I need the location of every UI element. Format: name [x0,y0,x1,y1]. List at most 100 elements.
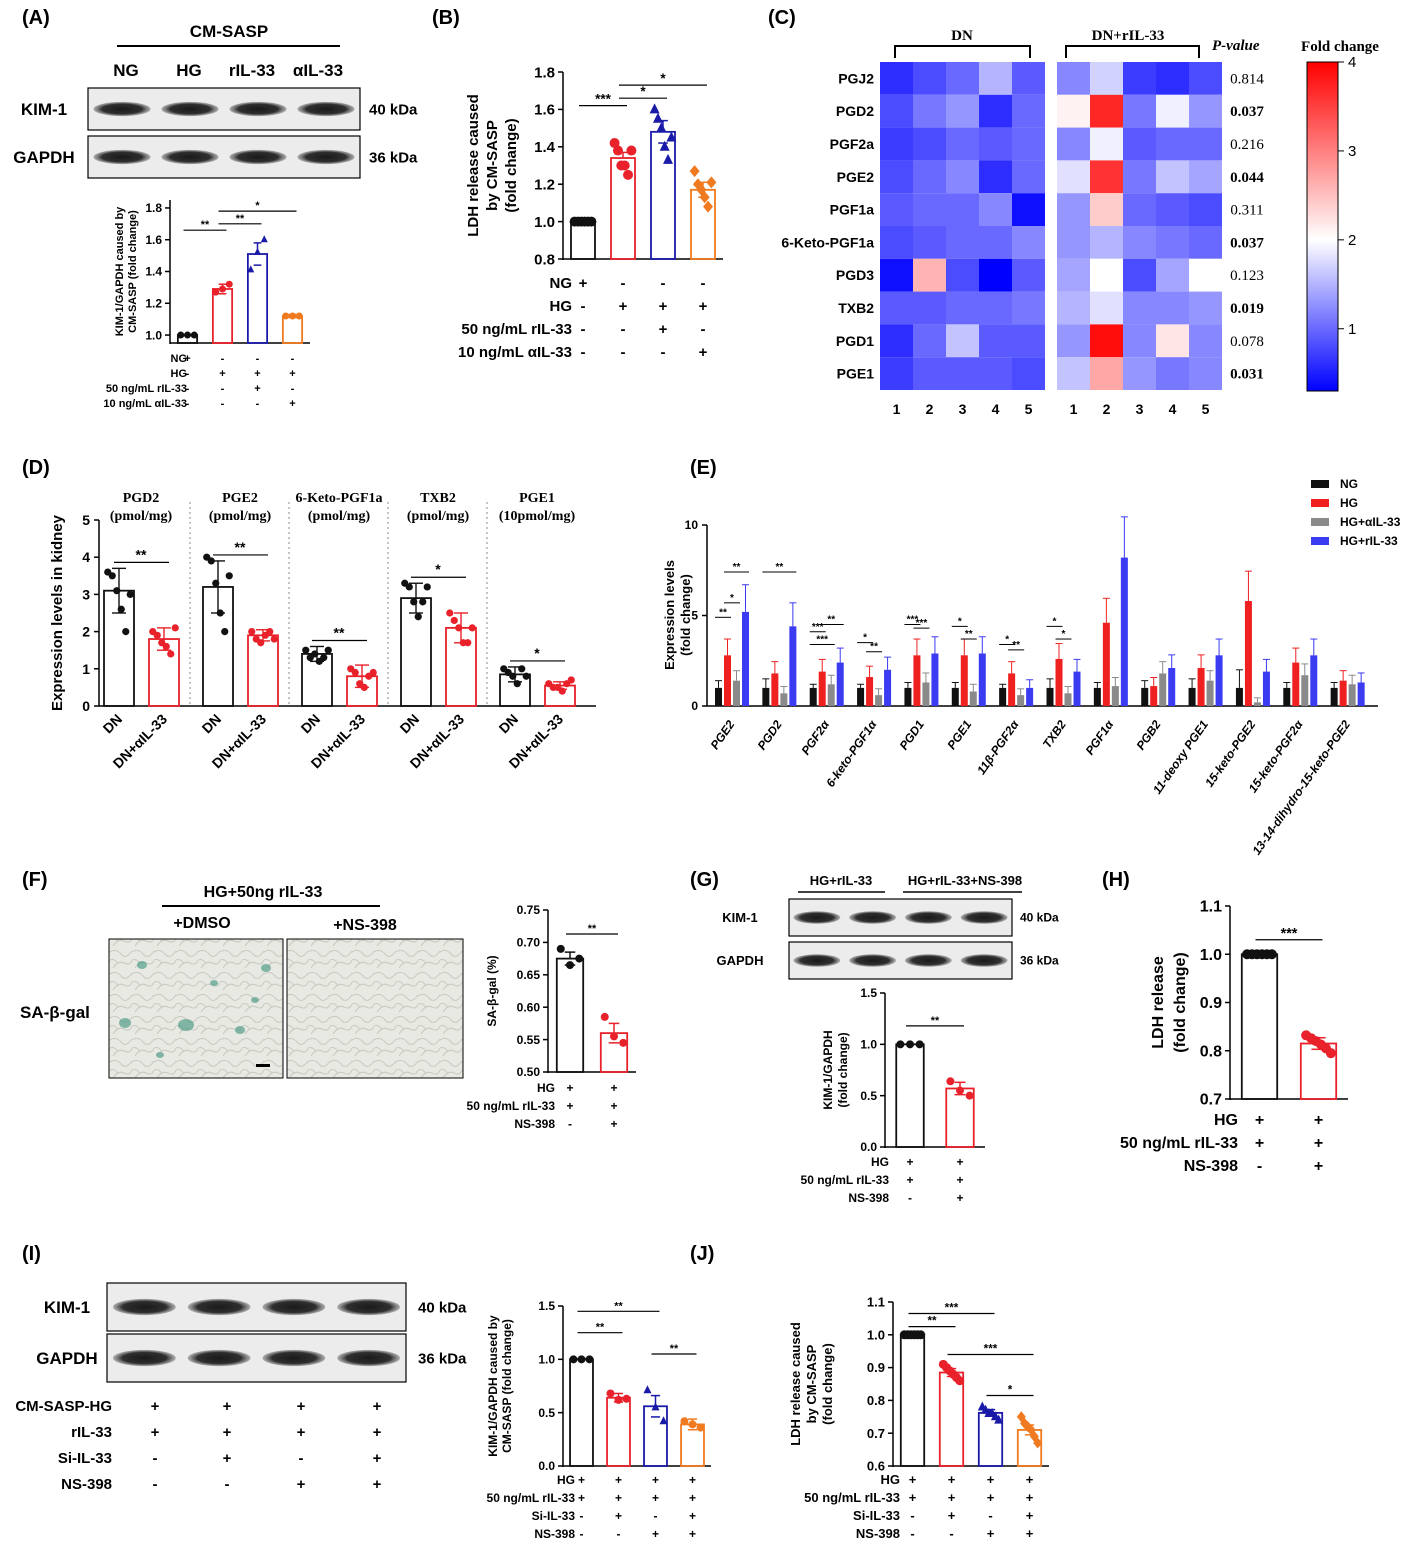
panelB-condition-sign: - [621,321,626,338]
panel-g: (G) HG+rIL-33 HG+rIL-33+NS-398 KIM-1 40 k… [690,869,1059,1205]
panelG-condition-sign: + [956,1173,963,1187]
heatmap-cell [946,258,979,292]
panelA-data-point [184,331,191,339]
panelA-bar [211,288,234,344]
panelG-blot-label: GAPDH [717,953,764,968]
panelB-data-point [706,176,717,189]
heatmap-cell [880,291,913,325]
panel-e-bar [724,655,731,706]
panel-e-bar [978,653,986,706]
panelI-condition-sign: - [580,1509,584,1523]
panelB-sig-label: *** [595,92,612,107]
panelA-condition-sign: - [256,398,260,410]
micrograph-ns398 [286,938,464,1079]
heatmap-column-label: 1 [893,401,901,417]
heatmap-pvalue: 0.123 [1230,268,1264,284]
panel-e-ytick-label: 5 [691,609,698,623]
panel-e-category-label: PGD1 [897,717,927,752]
panelJ-condition-label: HG [881,1472,901,1487]
heatmap-row-label: PGJ2 [838,70,874,86]
panelI-condition-label: NS-398 [534,1527,575,1541]
panelB-condition-sign: - [621,344,626,361]
panel-d-data-point [464,639,472,647]
heatmap-cell [913,226,946,259]
panelG-blot-kda: 36 kDa [1020,954,1059,968]
heatmap-cell [1156,226,1189,259]
heatmap-cell [1057,127,1090,161]
panelH-condition-sign: + [1255,1135,1264,1152]
panelG-data-point [946,1077,955,1086]
panel-d-group-title: 6-Keto-PGF1a [295,491,382,506]
heatmap-legend-title: Fold change [1301,39,1379,55]
panelG-ytick-label: 0.0 [860,1140,877,1154]
panelI-condition-sign: + [689,1473,696,1487]
panel-e-bar [922,682,930,706]
panel-d-data-point [122,628,130,636]
heatmap-row-label: PGE2 [837,169,875,185]
panelB-condition-sign: - [661,344,666,361]
panelI-blot-kda: 36 kDa [418,1350,467,1367]
panel-e-bar [960,655,968,706]
panel-e-bar [1159,673,1167,706]
heatmap-cell [1123,94,1156,128]
panelH-condition-sign: - [1257,1158,1262,1175]
panelI-condition-sign: + [652,1473,659,1487]
heatmap-cell [1189,193,1222,226]
panelI-condition-sign: + [652,1491,659,1505]
panelF-bar [555,957,585,1073]
panelG-blot-label: KIM-1 [722,910,757,925]
panelJ-y-axis-label: (fold change) [820,1343,835,1425]
panel-e-sig-label: *** [812,622,824,633]
panelH-bar [1240,953,1279,1100]
panel-e-legend-label: NG [1340,477,1358,491]
panel-i-condition-sign: - [153,1476,158,1493]
panelH-data-point [1266,949,1277,960]
panelJ-condition-sign: + [987,1526,995,1541]
panel-d-data-point [522,672,530,680]
panel-g-group-1: HG+rIL-33 [810,873,873,888]
panelJ-condition-sign: + [1026,1490,1034,1505]
heatmap-cell [946,127,979,161]
heatmap-cell [1012,160,1045,194]
panel-e-bar [969,691,977,706]
panelI-data-point [606,1389,615,1398]
heatmap-cell [1123,127,1156,161]
panelI-condition-sign: + [615,1473,622,1487]
heatmap-pvalue: 0.311 [1230,203,1263,219]
panel-a-lane-label: rIL-33 [229,61,275,80]
panel-d-data-point [423,583,431,591]
panel-d-data-point [351,668,359,677]
panel-e-sig-label: ** [733,562,741,573]
panel-a-group-label: CM-SASP [190,22,268,41]
panel-i-condition-sign: + [373,1398,382,1415]
panel-i-condition-sign: + [373,1424,382,1441]
heatmap-cell [1057,62,1090,95]
panelA-data-point [177,331,185,339]
panel-a-lane-label: HG [176,61,202,80]
panelG-condition-sign: + [956,1155,963,1169]
panel-f: (F) HG+50ng rIL-33 +DMSO +NS-398 SA-β-ga… [20,869,636,1131]
heatmap-cell [1057,193,1090,226]
heatmap-cell [880,258,913,292]
panel-e-category-label: PGB2 [1133,717,1163,752]
panel-e-bar [1026,687,1034,706]
panel-e-bar [1073,671,1081,706]
panelI-condition-sign: + [652,1527,659,1541]
panelB-data-point [619,160,630,171]
panelI-blot-label: KIM-1 [44,1298,90,1317]
panelJ-sig-label: * [1008,1383,1013,1396]
panel-e-bar [1235,687,1243,706]
panel-e-bar [715,687,722,706]
panelB-data-point [656,122,667,133]
heatmap-cell [1156,324,1189,358]
panel-e-bar [1055,658,1063,706]
panelG-blot-band [849,954,897,967]
panel-j-letter: (J) [690,1243,714,1265]
panelA-blot-label: KIM-1 [21,100,67,119]
panelI-blot-band [187,1298,251,1316]
panelJ-condition-sign: - [988,1508,992,1523]
panelJ-data-point [1033,1437,1043,1449]
heatmap-column-label: 2 [926,401,934,417]
panel-f-title: HG+50ng rIL-33 [204,884,323,901]
panel-d-data-point [513,680,521,688]
